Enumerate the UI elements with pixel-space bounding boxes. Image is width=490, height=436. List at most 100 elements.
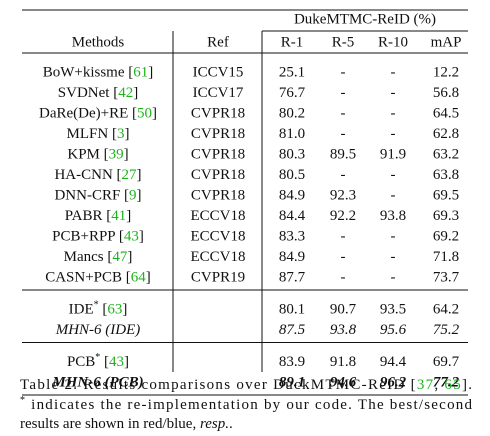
value-cell: 71.8 xyxy=(433,249,459,265)
value-cell: 89.1 xyxy=(279,375,305,391)
method-cell: BoW+kissme [61] xyxy=(43,65,154,81)
text-segment: 64 xyxy=(131,270,147,286)
text-segment: ] xyxy=(124,126,129,142)
value-cell: 94.6 xyxy=(330,375,357,391)
method-cell: MHN-6 (PCB) xyxy=(51,375,143,391)
value-cell: - xyxy=(341,270,346,286)
text-segment: ] xyxy=(122,302,127,318)
text-segment: 63 xyxy=(107,302,122,318)
value-cell: 12.2 xyxy=(433,65,459,81)
method-cell: PCB+RPP [43] xyxy=(52,229,144,245)
text-segment: IDE xyxy=(69,302,94,318)
value-cell: 92.3 xyxy=(330,188,356,204)
text-segment: * xyxy=(95,352,100,363)
value-cell: 93.5 xyxy=(380,302,406,318)
method-cell: PABR [41] xyxy=(65,208,132,224)
text-segment: . xyxy=(229,416,233,432)
text-segment: 42 xyxy=(118,85,133,101)
method-cell: Mancs [47] xyxy=(64,249,133,265)
value-cell: 93.8 xyxy=(380,208,406,224)
ref-cell: ECCV18 xyxy=(190,249,245,265)
value-cell: 80.5 xyxy=(279,167,305,183)
value-cell: 84.4 xyxy=(279,208,306,224)
value-cell: - xyxy=(391,65,396,81)
value-cell: 62.8 xyxy=(433,126,459,142)
value-cell: 25.1 xyxy=(279,65,305,81)
text-segment: PCB+RPP [ xyxy=(52,229,124,245)
value-cell: - xyxy=(391,106,396,122)
text-segment: Mancs [ xyxy=(64,249,113,265)
value-cell: 89.5 xyxy=(330,147,356,163)
value-cell: 91.9 xyxy=(380,147,406,163)
column-header: R-10 xyxy=(378,34,408,50)
text-segment: KPM [ xyxy=(67,147,108,163)
text-segment: PCB xyxy=(67,354,95,370)
text-segment: , xyxy=(434,377,443,393)
text-segment: 37 xyxy=(417,377,434,393)
text-segment: 47 xyxy=(112,249,128,265)
method-cell: MHN-6 (IDE) xyxy=(55,322,141,338)
text-segment: PABR [ xyxy=(65,208,112,224)
value-cell: 87.7 xyxy=(279,270,306,286)
text-segment: ] xyxy=(152,106,157,122)
text-segment: [ xyxy=(99,302,108,318)
value-cell: 83.9 xyxy=(279,354,305,370)
value-cell: - xyxy=(391,188,396,204)
value-cell: 69.3 xyxy=(433,208,459,224)
ref-cell: CVPR18 xyxy=(191,126,245,142)
text-segment: DaRe(De)+RE [ xyxy=(39,106,137,122)
value-cell: - xyxy=(391,229,396,245)
ref-cell: ECCV18 xyxy=(190,229,245,245)
value-cell: 87.5 xyxy=(279,322,306,338)
value-cell: 81.0 xyxy=(279,126,305,142)
text-segment: 27 xyxy=(122,167,138,183)
value-cell: 80.3 xyxy=(279,147,305,163)
text-segment: 9 xyxy=(129,188,137,204)
value-cell: 75.2 xyxy=(433,322,460,338)
value-cell: 90.7 xyxy=(330,302,357,318)
value-cell: - xyxy=(341,167,346,183)
ref-cell: CVPR19 xyxy=(191,270,245,286)
text-segment: ] xyxy=(137,188,142,204)
text-segment: ] xyxy=(127,249,132,265)
text-segment: indicates the re-implementation by our c… xyxy=(26,397,472,413)
text-segment: MHN-6 (PCB) xyxy=(51,375,143,391)
method-cell: PCB* [43] xyxy=(67,352,129,371)
text-segment: 39 xyxy=(109,147,124,163)
value-cell: 83.3 xyxy=(279,229,305,245)
text-segment: ] xyxy=(148,65,153,81)
column-header: Methods xyxy=(72,34,125,50)
value-cell: 80.1 xyxy=(279,302,305,318)
column-header: R-5 xyxy=(332,34,355,50)
caption-line: results are shown in red/blue, resp.. xyxy=(20,416,233,432)
text-segment: SVDNet [ xyxy=(58,85,118,101)
method-cell: KPM [39] xyxy=(67,147,128,163)
method-cell: IDE* [63] xyxy=(69,299,128,318)
value-cell: - xyxy=(391,126,396,142)
text-segment: 43 xyxy=(109,354,124,370)
method-cell: DaRe(De)+RE [50] xyxy=(39,106,157,122)
value-cell: - xyxy=(341,249,346,265)
value-cell: 69.2 xyxy=(433,229,459,245)
ref-cell: CVPR18 xyxy=(191,106,245,122)
text-segment: ] xyxy=(133,85,138,101)
ref-cell: ICCV15 xyxy=(193,65,244,81)
text-segment: MLFN [ xyxy=(67,126,117,142)
text-segment: ] xyxy=(124,354,129,370)
value-cell: - xyxy=(391,85,396,101)
value-cell: 84.9 xyxy=(279,249,305,265)
caption-line: Table 2. Results comparisons over DuckMT… xyxy=(20,377,472,393)
value-cell: 63.2 xyxy=(433,147,459,163)
value-cell: 63.8 xyxy=(433,167,459,183)
value-cell: - xyxy=(341,229,346,245)
ref-cell: ICCV17 xyxy=(193,85,244,101)
ref-cell: CVPR18 xyxy=(191,188,245,204)
value-cell: - xyxy=(341,106,346,122)
value-cell: 69.7 xyxy=(433,354,460,370)
method-cell: HA-CNN [27] xyxy=(54,167,141,183)
text-segment: 43 xyxy=(124,229,139,245)
value-cell: 56.8 xyxy=(433,85,459,101)
text-segment: ] xyxy=(146,270,151,286)
ref-cell: CVPR18 xyxy=(191,147,245,163)
